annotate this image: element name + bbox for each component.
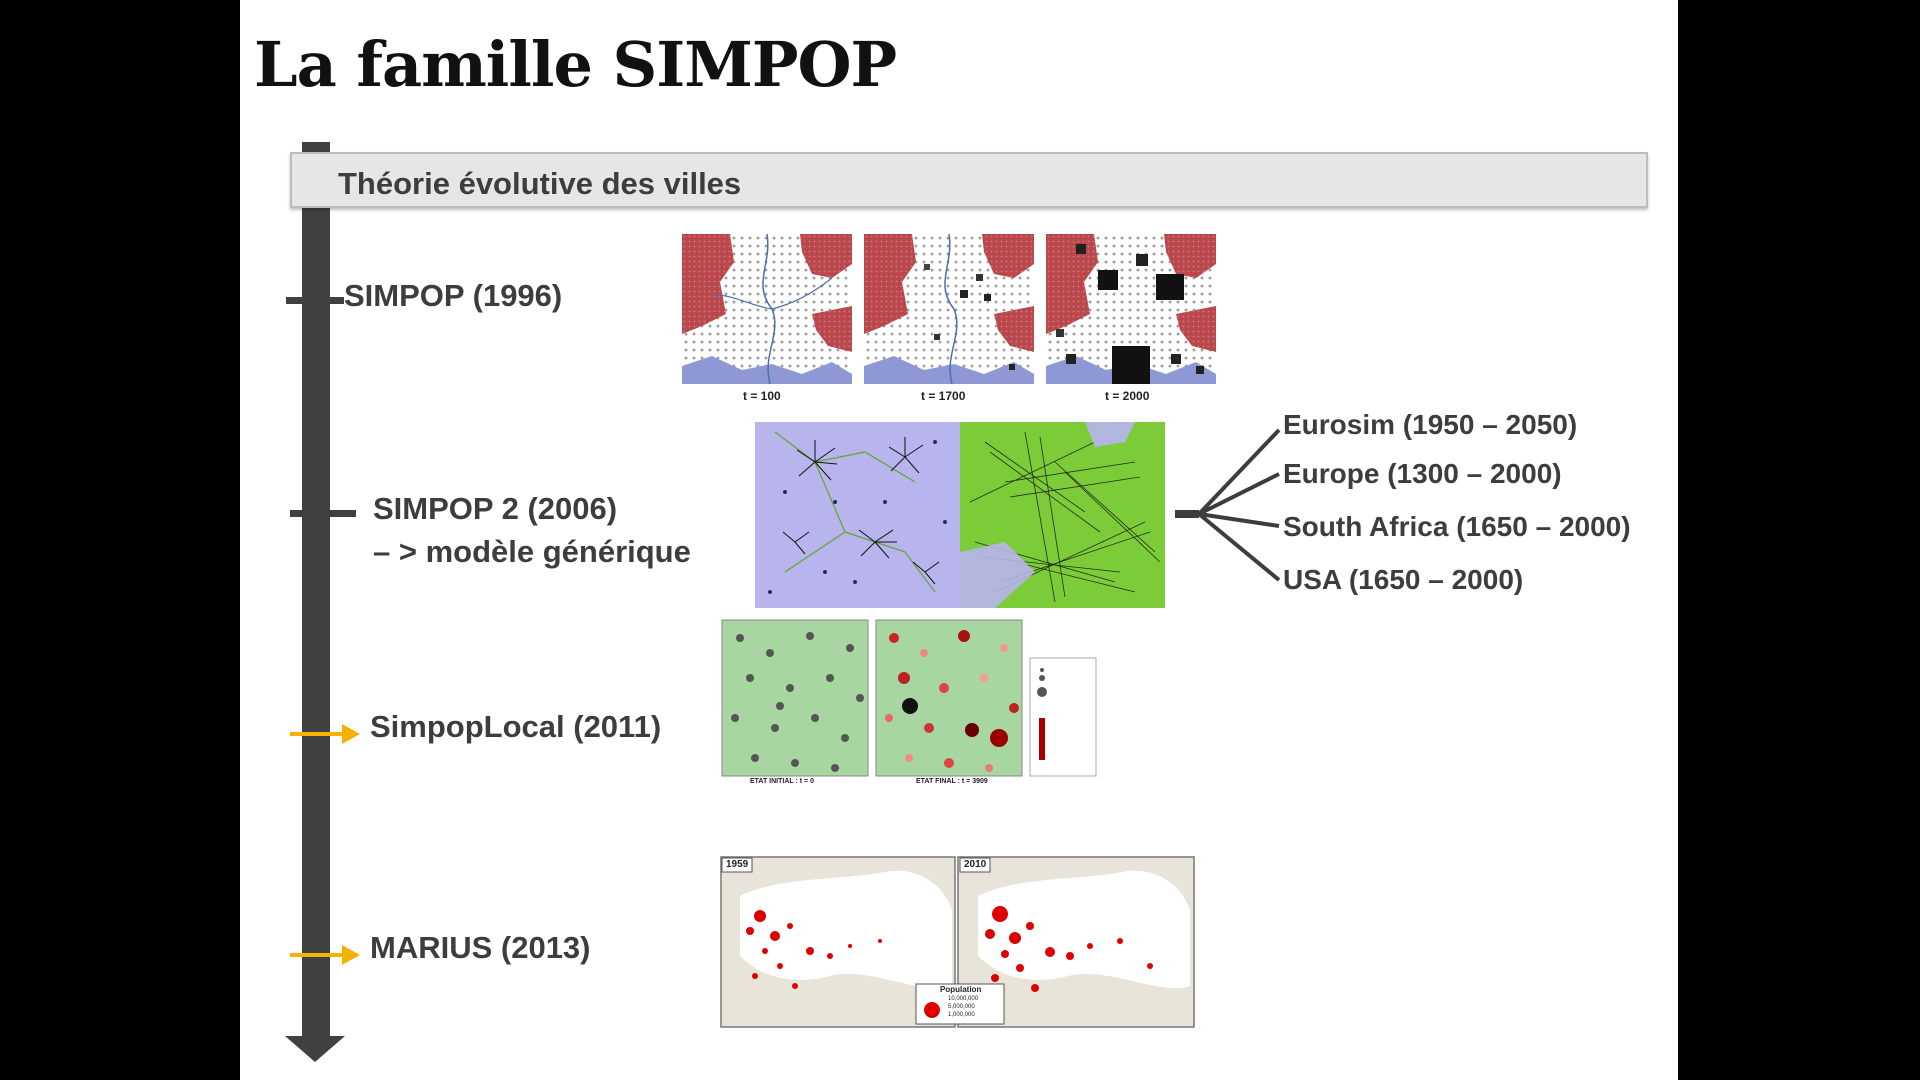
simpop-hexmap-panels [682,233,1216,385]
simpop-caption-2: t = 1700 [921,389,966,403]
timeline-label-simpop2-sub: – > modèle générique [373,534,691,569]
simpop2-network-figure [755,422,1165,608]
marius-legend-value-1: 10,000,000 [948,996,979,1002]
marius-figure: 1959 2010 Population 10,000,000 5,000,00… [720,856,1196,1030]
slide-title: La famille SIMPOP [254,28,897,101]
simpop-hexmap-figure: t = 100 t = 1700 t = 2000 [680,232,1220,407]
slide: La famille SIMPOP Théorie évolutive des … [240,0,1678,1080]
simpoplocal-figure: ETAT INITIAL : t = 0 ETAT FINAL : t = 39… [720,618,1100,790]
marius-legend-value-2: 5,000,000 [948,1004,975,1010]
simpoplocal-caption-final: ETAT FINAL : t = 3909 [916,778,988,785]
branch-south-africa: South Africa (1650 – 2000) [1283,511,1631,542]
timeline-label-simpoplocal: SimpopLocal (2011) [370,709,662,744]
marius-maps [720,856,1195,1028]
marius-year-2010: 2010 [964,859,987,870]
simpop-caption-1: t = 100 [743,389,781,403]
branch-usa: USA (1650 – 2000) [1283,564,1524,595]
marius-legend-value-3: 1,000,000 [948,1012,975,1018]
branch-europe: Europe (1300 – 2000) [1283,458,1562,489]
tick-simpop-1996 [286,297,344,304]
tick-simpop2-2006 [290,510,356,517]
timeline-label-marius: MARIUS (2013) [370,930,591,965]
simpop2-network-panels [755,422,1165,608]
timeline-arrowhead-icon [285,1036,345,1062]
simpoplocal-panels [721,619,1097,777]
theory-band: Théorie évolutive des villes [290,152,1648,208]
yellow-arrow-icon [290,945,360,965]
simpop-caption-3: t = 2000 [1105,389,1150,403]
marius-legend-title: Population [940,985,982,994]
marius-year-1959: 1959 [726,859,749,870]
theory-band-label: Théorie évolutive des villes [338,166,742,201]
timeline-axis [302,142,330,1040]
simpoplocal-caption-initial: ETAT INITIAL : t = 0 [750,778,814,785]
yellow-arrow-icon [290,724,360,744]
branch-connector [1175,428,1281,582]
timeline-label-simpop2: SIMPOP 2 (2006) [373,491,618,526]
branch-eurosim: Eurosim (1950 – 2050) [1283,409,1578,440]
timeline-label-simpop: SIMPOP (1996) [344,278,563,313]
